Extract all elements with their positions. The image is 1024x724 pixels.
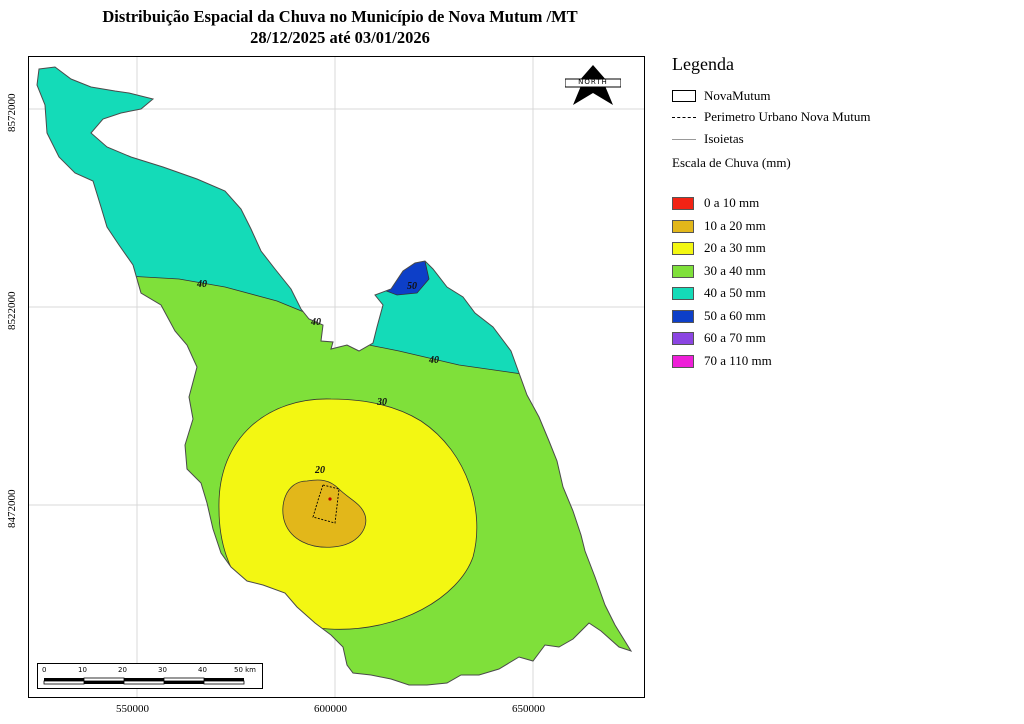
polygon-outline-icon xyxy=(672,90,696,102)
isoline-label: 20 xyxy=(314,465,325,476)
legend-layer-label: Perimetro Urbano Nova Mutum xyxy=(704,109,871,124)
scalebar: 0 10 20 30 40 50 km xyxy=(37,663,263,689)
legend-class-label: 60 a 70 mm xyxy=(704,330,766,345)
isoline-label: 40 xyxy=(310,317,321,328)
scalebar-label: 40 xyxy=(198,666,207,674)
isoline-label: 50 xyxy=(407,281,417,292)
legend-class-label: 20 a 30 mm xyxy=(704,240,766,255)
y-tick-label: 8522000 xyxy=(6,291,18,331)
legend-class-label: 10 a 20 mm xyxy=(704,217,766,233)
legend-layer-label: NovaMutum xyxy=(704,88,771,103)
zone-10-20 xyxy=(282,479,367,548)
legend-color-swatch xyxy=(672,309,694,323)
scalebar-label: 0 xyxy=(42,666,47,674)
isoline-label: 40 xyxy=(428,355,439,366)
legend-layer-label: Isoietas xyxy=(704,131,744,146)
gray-line-icon xyxy=(672,139,696,140)
legend-class-label: 40 a 50 mm xyxy=(704,285,766,300)
north-arrow: NORTH xyxy=(564,65,622,107)
x-tick-label: 600000 xyxy=(314,703,347,715)
legend-class-label: 70 a 110 mm xyxy=(704,352,772,368)
north-arrow-label: NORTH xyxy=(578,78,608,86)
scalebar-bar xyxy=(43,677,245,685)
rainfall-zones xyxy=(37,67,631,685)
dashed-line-icon xyxy=(672,117,696,118)
scalebar-label: 50 km xyxy=(234,666,257,674)
map-title-line1: Distribuição Espacial da Chuva no Municí… xyxy=(102,7,578,26)
scalebar-labels: 0 10 20 30 40 50 km xyxy=(38,664,264,676)
x-tick-label: 550000 xyxy=(116,703,149,715)
zone-40-50 xyxy=(37,67,631,379)
legend-color-swatch xyxy=(672,287,694,300)
x-tick-label: 650000 xyxy=(512,703,545,715)
isoline-label: 30 xyxy=(376,397,387,408)
municipality-outline xyxy=(36,66,633,686)
map-canvas[interactable]: 40 40 40 30 20 50 xyxy=(29,57,645,698)
y-tick-label: 8472000 xyxy=(6,489,18,529)
legend-class-label: 50 a 60 mm xyxy=(704,307,766,323)
legend-color-swatch xyxy=(672,242,694,255)
city-marker xyxy=(328,497,332,501)
legend-class-label: 0 a 10 mm xyxy=(704,195,760,210)
map-title-line2: 28/12/2025 até 03/01/2026 xyxy=(250,28,430,47)
legend-title: Legenda xyxy=(672,54,734,74)
legend-color-swatch xyxy=(672,219,694,233)
legend-color-swatch xyxy=(672,264,694,278)
map-title: Distribuição Espacial da Chuva no Municí… xyxy=(20,6,660,48)
north-arrow-icon xyxy=(564,65,622,105)
legend-color-swatch xyxy=(672,197,694,210)
scalebar-label: 30 xyxy=(158,666,167,674)
isoline-label: 40 xyxy=(196,279,207,290)
legend-class-label: 30 a 40 mm xyxy=(704,262,766,278)
legend-scale-heading: Escala de Chuva (mm) xyxy=(672,155,791,170)
map-frame[interactable]: 40 40 40 30 20 50 NORTH 0 10 20 30 40 50 km xyxy=(28,56,645,698)
legend-color-swatch xyxy=(672,332,694,345)
legend-color-swatch xyxy=(672,354,694,368)
scalebar-label: 10 xyxy=(78,666,87,674)
y-tick-label: 8572000 xyxy=(6,93,18,133)
scalebar-label: 20 xyxy=(118,666,127,674)
